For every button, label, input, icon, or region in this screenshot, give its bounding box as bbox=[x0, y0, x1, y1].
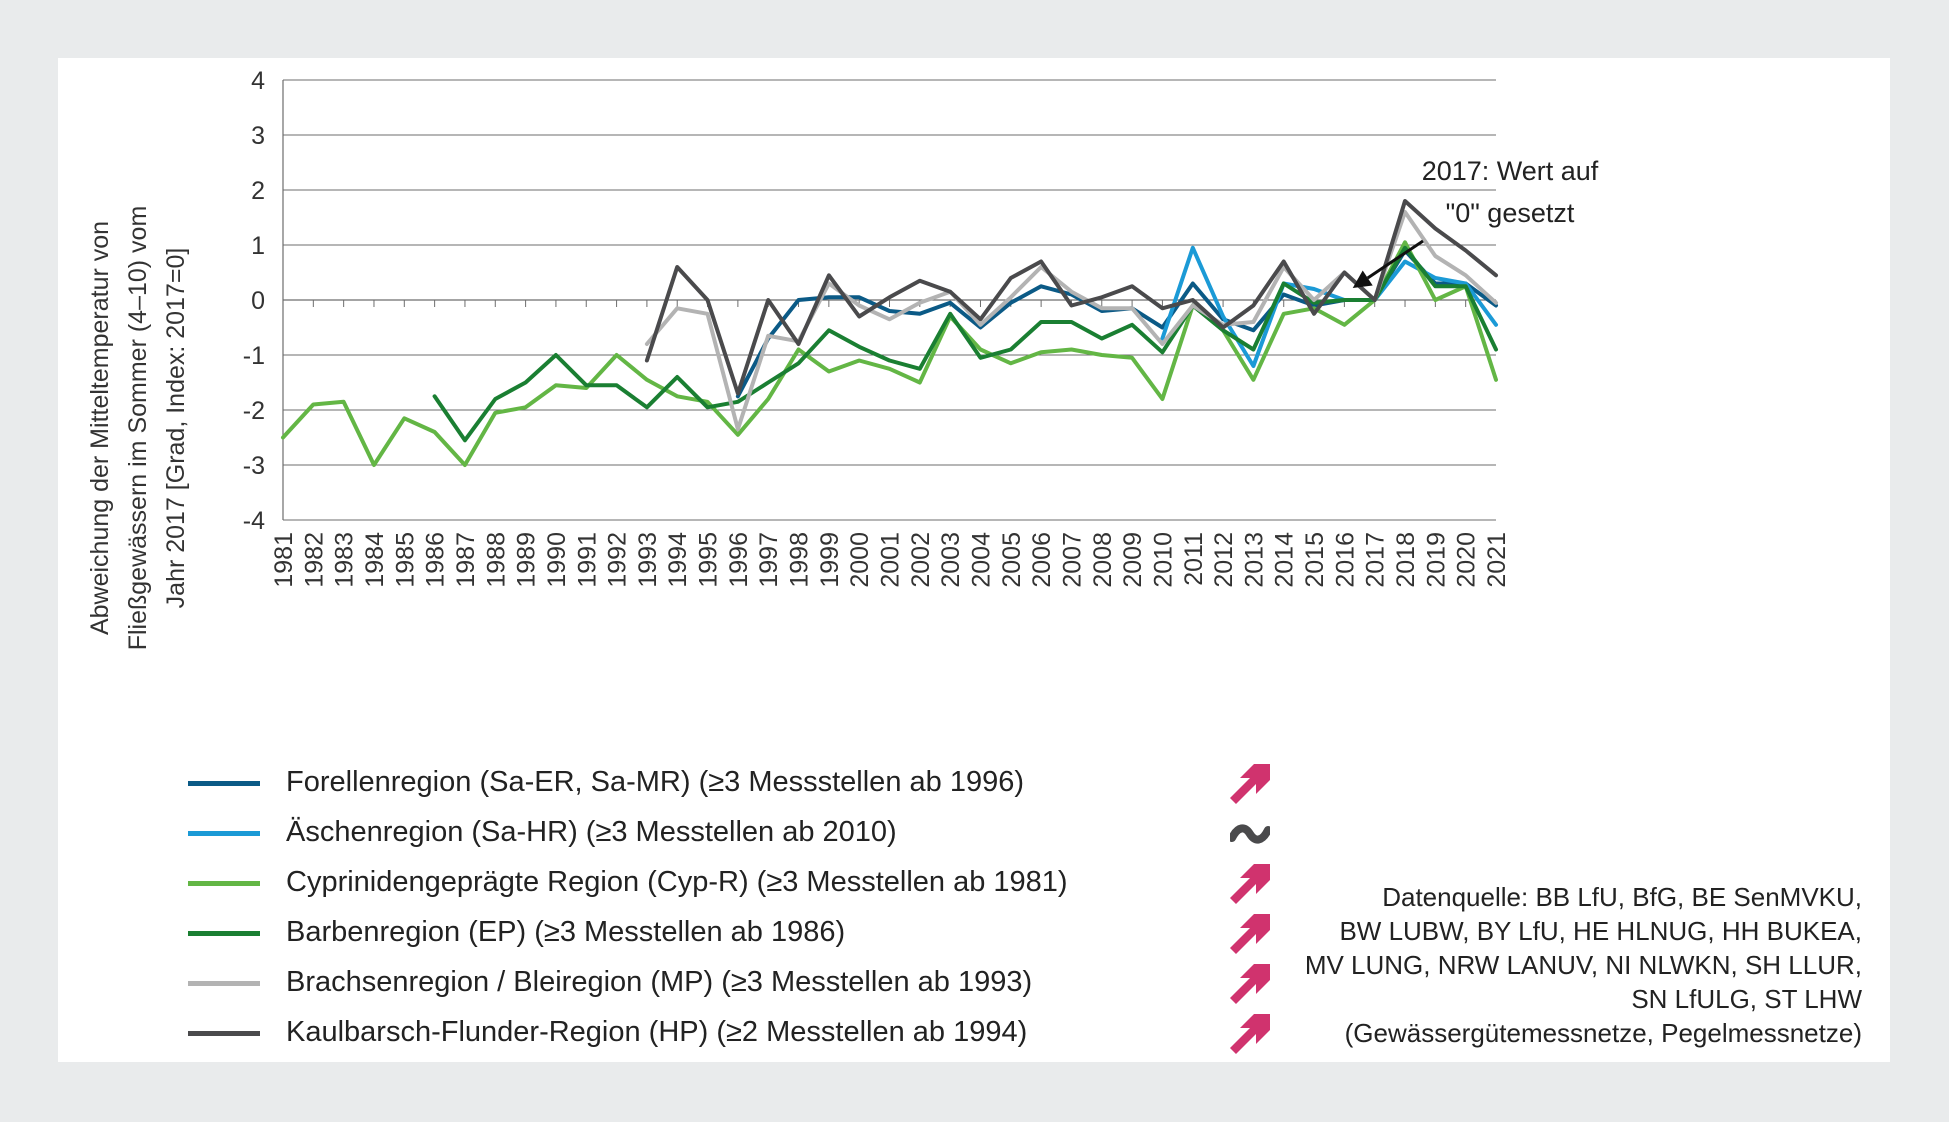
y-tick-label: -2 bbox=[243, 397, 265, 425]
y-axis-label-line-2: Fließgewässern im Sommer (4–10) vom bbox=[124, 206, 152, 651]
x-tick-label: 2003 bbox=[937, 532, 965, 588]
chart-panel: Abweichung der Mitteltemperatur von Flie… bbox=[58, 58, 1890, 1062]
x-tick-label: 1996 bbox=[725, 532, 753, 588]
legend: Forellenregion (Sa-ER, Sa-MR) (≥3 Messst… bbox=[188, 758, 1270, 1058]
x-tick-label: 1994 bbox=[664, 532, 692, 588]
x-tick-label: 2005 bbox=[998, 532, 1026, 588]
x-tick-label: 2019 bbox=[1422, 532, 1450, 588]
y-axis-label-line-1: Abweichung der Mitteltemperatur von bbox=[86, 221, 114, 635]
legend-item-cyprinidengepraegte-region: Cyprinidengeprägte Region (Cyp-R) (≥3 Me… bbox=[188, 858, 1270, 908]
x-tick-label: 2006 bbox=[1028, 532, 1056, 588]
y-tick-label: 2 bbox=[251, 177, 265, 205]
legend-swatch bbox=[188, 881, 260, 886]
x-tick-label: 2016 bbox=[1331, 532, 1359, 588]
annotation-arrow-head bbox=[1352, 270, 1373, 289]
x-tick-label: 1993 bbox=[634, 532, 662, 588]
x-tick-label: 2001 bbox=[877, 532, 905, 588]
trend-up-arrow-icon bbox=[1230, 864, 1270, 904]
x-tick-label: 2020 bbox=[1453, 532, 1481, 588]
x-tick-label: 1998 bbox=[786, 532, 814, 588]
legend-label: Brachsenregion / Bleiregion (MP) (≥3 Mes… bbox=[286, 966, 1033, 998]
trend-up-arrow-icon bbox=[1230, 764, 1270, 804]
y-tick-label: -1 bbox=[243, 342, 265, 370]
x-tick-label: 2015 bbox=[1301, 532, 1329, 588]
legend-item-kaulbarsch-flunder-region: Kaulbarsch-Flunder-Region (HP) (≥2 Messt… bbox=[188, 1008, 1270, 1058]
x-tick-label: 1981 bbox=[270, 532, 298, 588]
y-tick-label: -3 bbox=[243, 452, 265, 480]
series-line-6 bbox=[644, 199, 1498, 396]
legend-swatch bbox=[188, 831, 260, 836]
y-tick-label: 1 bbox=[251, 232, 265, 260]
x-tick-label: 2009 bbox=[1119, 532, 1147, 588]
legend-swatch bbox=[188, 1031, 260, 1036]
x-tick-label: 1982 bbox=[300, 532, 328, 588]
x-tick-label: 2017 bbox=[1362, 532, 1390, 588]
x-tick-label: 2021 bbox=[1483, 532, 1511, 588]
source-line: SN LfULG, ST LHW bbox=[1631, 984, 1862, 1014]
trend-up-arrow-icon bbox=[1230, 964, 1270, 1004]
x-tick-label: 1991 bbox=[573, 532, 601, 588]
y-tick-label: 3 bbox=[251, 122, 265, 150]
y-tick-label: 0 bbox=[251, 287, 265, 315]
x-tick-label: 1992 bbox=[604, 532, 632, 588]
x-tick-label: 2007 bbox=[1058, 532, 1086, 588]
data-source-note: Datenquelle: BB LfU, BfG, BE SenMVKU, BW… bbox=[1242, 880, 1862, 1050]
x-tick-label: 1985 bbox=[391, 532, 419, 588]
annotation-arrow-line bbox=[1366, 239, 1424, 280]
x-tick-label: 2008 bbox=[1089, 532, 1117, 588]
y-tick-label: 4 bbox=[251, 67, 265, 95]
annotation-text-line-2: "0" gesetzt bbox=[1446, 198, 1575, 228]
x-tick-label: 1987 bbox=[452, 532, 480, 588]
x-tick-label: 2000 bbox=[846, 532, 874, 588]
line-chart: Abweichung der Mitteltemperatur von Flie… bbox=[86, 67, 1599, 651]
trend-up-arrow-icon bbox=[1230, 1014, 1270, 1054]
annotation: 2017: Wert auf "0" gesetzt bbox=[1352, 156, 1599, 289]
legend-label: Barbenregion (EP) (≥3 Messtellen ab 1986… bbox=[286, 916, 846, 948]
x-tick-label: 1995 bbox=[695, 532, 723, 588]
x-tick-labels: 1981 1982 1983 1984 1985 1986 1987 1988 1989 1990… bbox=[270, 532, 1511, 588]
legend-item-barbenregion: Barbenregion (EP) (≥3 Messtellen ab 1986… bbox=[188, 908, 1270, 958]
source-line: MV LUNG, NRW LANUV, NI NLWKN, SH LLUR, bbox=[1304, 950, 1862, 980]
trend-tilde-icon bbox=[1230, 824, 1270, 844]
legend-label: Kaulbarsch-Flunder-Region (HP) (≥2 Messt… bbox=[286, 1016, 1028, 1048]
legend-label: Forellenregion (Sa-ER, Sa-MR) (≥3 Messst… bbox=[286, 766, 1024, 798]
x-tick-label: 1988 bbox=[482, 532, 510, 588]
y-tick-labels: 4 3 2 1 0 -1 -2 -3 -4 bbox=[243, 67, 265, 535]
legend-item-forellenregion: Forellenregion (Sa-ER, Sa-MR) (≥3 Messst… bbox=[188, 758, 1270, 808]
x-tick-label: 1999 bbox=[816, 532, 844, 588]
annotation-text-line-1: 2017: Wert auf bbox=[1422, 156, 1599, 186]
legend-label: Äschenregion (Sa-HR) (≥3 Messtellen ab 2… bbox=[286, 816, 897, 848]
legend-swatch bbox=[188, 981, 260, 986]
x-tick-label: 1990 bbox=[543, 532, 571, 588]
source-line: (Gewässergütemessnetze, Pegelmessnetze) bbox=[1344, 1018, 1862, 1048]
x-tick-label: 2012 bbox=[1210, 532, 1238, 588]
x-tick-label: 1983 bbox=[331, 532, 359, 588]
x-tick-label: 2013 bbox=[1240, 532, 1268, 588]
series-line-4 bbox=[432, 245, 1498, 443]
trend-up-arrow-icon bbox=[1230, 914, 1270, 954]
series-lines bbox=[281, 199, 1498, 467]
x-tick-label: 2010 bbox=[1149, 532, 1177, 588]
legend-swatch bbox=[188, 931, 260, 936]
series-line-3 bbox=[281, 240, 1498, 467]
legend-swatch bbox=[188, 781, 260, 786]
x-tick-label: 2004 bbox=[967, 532, 995, 588]
source-line: Datenquelle: BB LfU, BfG, BE SenMVKU, bbox=[1382, 882, 1862, 912]
x-tick-label: 1989 bbox=[513, 532, 541, 588]
y-axis-label-line-3: Jahr 2017 [Grad, Index: 2017=0] bbox=[162, 248, 190, 609]
x-tick-label: 1997 bbox=[755, 532, 783, 588]
x-tick-label: 2014 bbox=[1271, 532, 1299, 588]
x-tick-label: 1984 bbox=[361, 532, 389, 588]
legend-item-aeschenregion: Äschenregion (Sa-HR) (≥3 Messtellen ab 2… bbox=[188, 808, 1270, 858]
legend-label: Cyprinidengeprägte Region (Cyp-R) (≥3 Me… bbox=[286, 866, 1068, 898]
y-tick-label: -4 bbox=[243, 507, 265, 535]
source-line: BW LUBW, BY LfU, HE HLNUG, HH BUKEA, bbox=[1339, 916, 1862, 946]
x-tick-label: 1986 bbox=[422, 532, 450, 588]
legend-item-brachsenregion: Brachsenregion / Bleiregion (MP) (≥3 Mes… bbox=[188, 958, 1270, 1008]
x-tick-label: 2011 bbox=[1180, 532, 1208, 586]
x-tick-label: 2002 bbox=[907, 532, 935, 588]
x-tick-label: 2018 bbox=[1392, 532, 1420, 588]
